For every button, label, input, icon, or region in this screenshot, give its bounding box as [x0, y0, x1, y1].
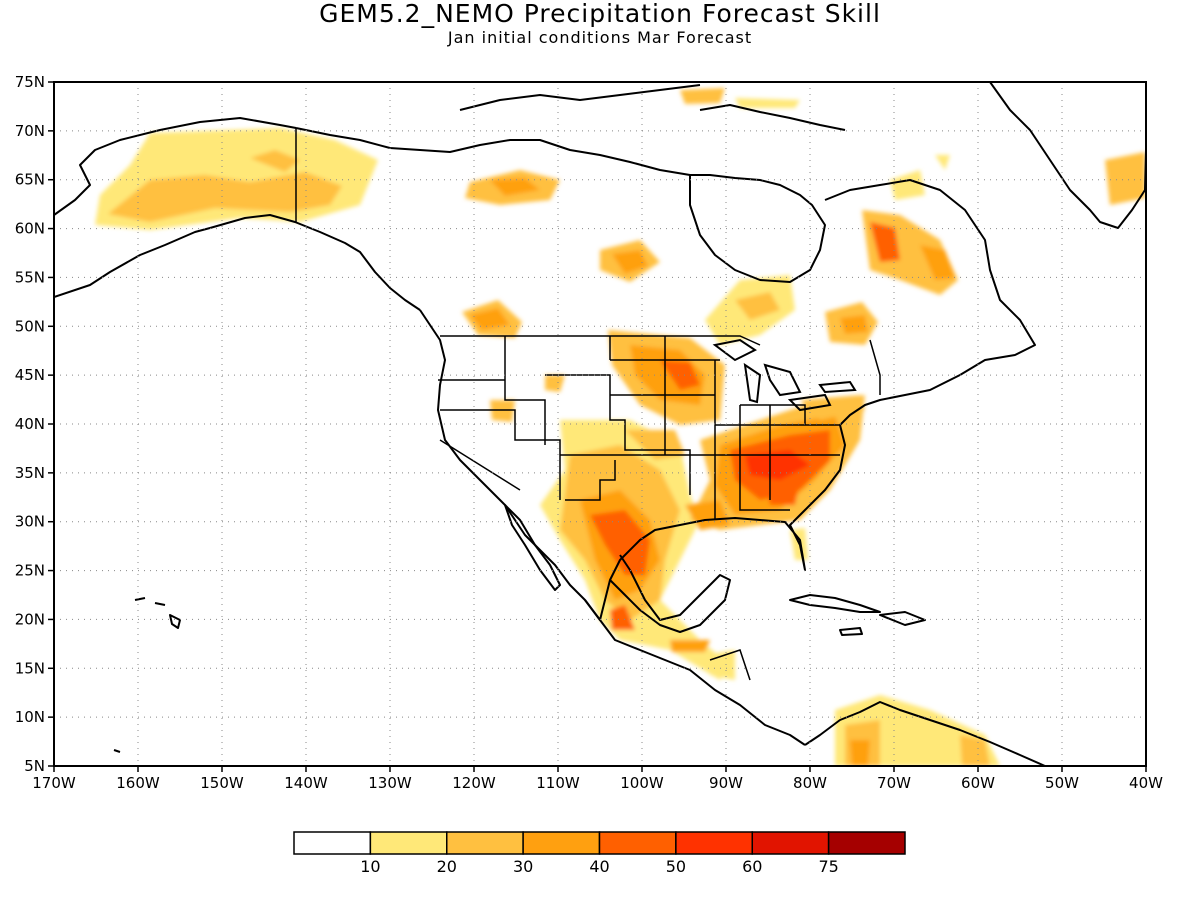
colorbar-swatch [751, 831, 830, 855]
graticule [54, 82, 1146, 766]
latitude-tick-label: 35N [15, 464, 45, 482]
longitude-tick-label: 170W [32, 774, 76, 792]
latitude-tick-label: 30N [15, 513, 45, 531]
latitude-labels: 75N 70N 65N 60N 55N 50N 45N 40N 35N 30N 25N 20N 15N 1… [15, 73, 45, 775]
coastlines [54, 82, 1146, 766]
longitude-tick-label: 50W [1045, 774, 1079, 792]
longitude-tick-label: 40W [1129, 774, 1163, 792]
colorbar-label: 60 [742, 857, 762, 876]
axis-ticks [48, 81, 1147, 772]
colorbar-label: 20 [437, 857, 457, 876]
colorbar [293, 831, 906, 855]
longitude-tick-label: 90W [709, 774, 743, 792]
longitude-tick-label: 150W [200, 774, 244, 792]
latitude-tick-label: 75N [15, 73, 45, 91]
colorbar-swatch [293, 831, 372, 855]
latitude-tick-label: 25N [15, 562, 45, 580]
political-borders [295, 128, 881, 681]
latitude-tick-label: 5N [24, 757, 45, 775]
latitude-tick-label: 70N [15, 122, 45, 140]
colorbar-label: 30 [513, 857, 533, 876]
map-title: GEM5.2_NEMO Precipitation Forecast Skill [319, 0, 881, 28]
longitude-tick-label: 100W [620, 774, 664, 792]
latitude-tick-label: 65N [15, 171, 45, 189]
skill-shading [95, 88, 1145, 766]
latitude-tick-label: 20N [15, 610, 45, 628]
latitude-tick-label: 45N [15, 366, 45, 384]
longitude-tick-label: 70W [877, 774, 911, 792]
longitude-tick-label: 130W [368, 774, 412, 792]
colorbar-label: 50 [666, 857, 686, 876]
latitude-tick-label: 10N [15, 708, 45, 726]
colorbar-swatch [522, 831, 601, 855]
longitude-tick-label: 140W [284, 774, 328, 792]
colorbar-swatch [446, 831, 524, 855]
longitude-tick-label: 60W [961, 774, 995, 792]
colorbar-label: 75 [818, 857, 838, 876]
colorbar-swatch [369, 831, 448, 855]
longitude-tick-label: 110W [536, 774, 580, 792]
longitude-labels: 170W 160W 150W 140W 130W 120W 110W 100W 90W 80W 70… [32, 774, 1163, 792]
latitude-tick-label: 60N [15, 220, 45, 238]
colorbar-label: 40 [589, 857, 609, 876]
latitude-tick-label: 40N [15, 415, 45, 433]
latitude-tick-label: 15N [15, 659, 45, 677]
longitude-tick-label: 160W [116, 774, 160, 792]
colorbar-labels: 10 20 30 40 50 60 75 [360, 857, 839, 876]
latitude-tick-label: 55N [15, 268, 45, 286]
longitude-tick-label: 120W [452, 774, 496, 792]
great-lakes [712, 338, 857, 412]
map-subtitle: Jan initial conditions Mar Forecast [447, 28, 753, 47]
colorbar-label: 10 [360, 857, 380, 876]
latitude-tick-label: 50N [15, 317, 45, 335]
colorbar-swatch [827, 831, 906, 855]
longitude-tick-label: 80W [793, 774, 827, 792]
colorbar-swatch [675, 831, 753, 855]
colorbar-swatch [598, 831, 677, 855]
